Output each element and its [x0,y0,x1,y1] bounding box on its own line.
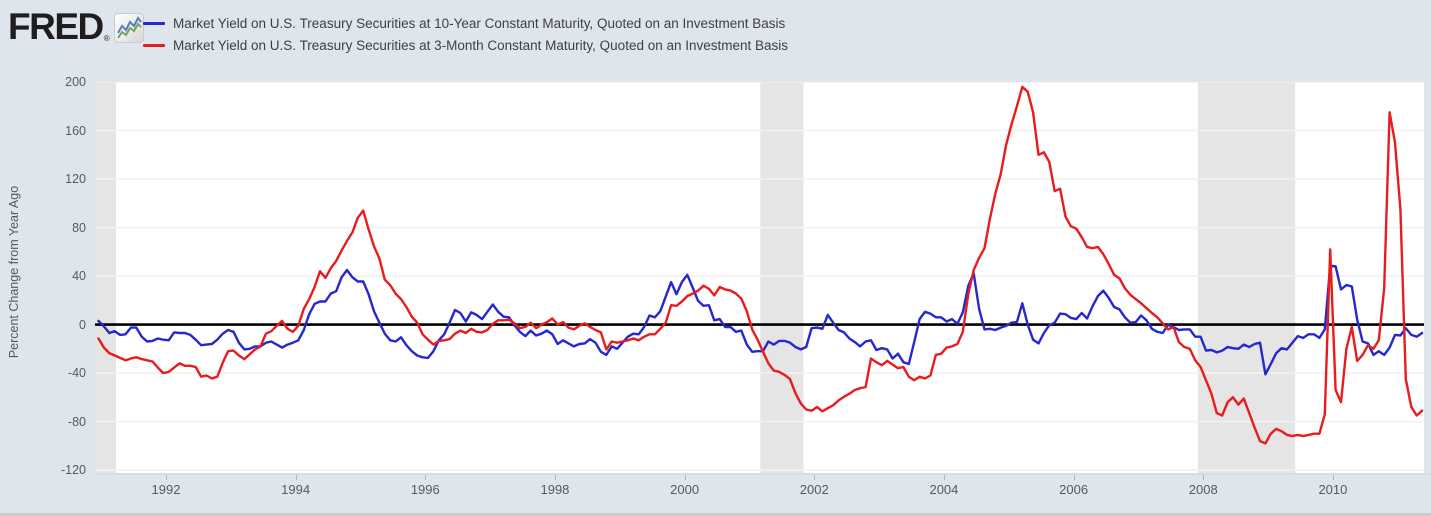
y-tick-label: -120 [60,463,86,478]
x-tick-mark [943,475,945,480]
x-tick-mark [295,475,297,480]
registered-trademark-symbol: ® [103,34,110,43]
legend-label-10-year: Market Yield on U.S. Treasury Securities… [173,15,786,31]
x-tick-label: 1996 [410,482,440,497]
legend-label-3-month: Market Yield on U.S. Treasury Securities… [173,37,789,53]
series-line-3-month [97,85,1424,445]
x-tick-label: 2002 [799,482,829,497]
y-tick-label: 0 [79,317,86,332]
x-tick-mark [684,475,686,480]
y-tick-label: 40 [72,269,86,284]
x-tick-label: 2000 [670,482,700,497]
recession-band [1197,82,1296,473]
x-tick-label: 1998 [540,482,570,497]
recession-band [760,82,804,473]
x-tick-label: 1992 [151,482,181,497]
x-tick-mark [1073,475,1075,480]
plot-area[interactable] [95,81,1424,473]
y-tick-label: -40 [67,366,86,381]
bottom-divider [0,513,1431,516]
legend-item-10-year: Market Yield on U.S. Treasury Securities… [143,12,788,34]
y-tick-label: 80 [72,220,86,235]
y-tick-label: -80 [67,414,86,429]
x-tick-label: 2008 [1188,482,1218,497]
x-tick-label: 2006 [1059,482,1089,497]
x-tick-mark [1332,475,1334,480]
y-axis-title: Percent Change from Year Ago [7,185,21,359]
y-tick-label: 120 [65,172,86,187]
x-tick-mark [554,475,556,480]
chart-header: FRED ® Market Yield on U.S. Treasury Sec… [0,0,1431,62]
fred-logo-text: FRED [8,6,104,47]
x-tick-mark [425,475,427,480]
x-tick-label: 2004 [929,482,959,497]
chart-legend: Market Yield on U.S. Treasury Securities… [143,12,788,56]
x-axis-line [95,473,1431,475]
sparkline-chart-icon [113,13,144,43]
y-tick-label: 200 [65,75,86,89]
x-tick-mark [165,475,167,480]
x-tick-label: 1994 [281,482,311,497]
x-tick-label: 2010 [1318,482,1348,497]
legend-swatch-red [143,43,165,47]
series-line-10-year [97,264,1424,376]
legend-item-3-month: Market Yield on U.S. Treasury Securities… [143,34,788,56]
fred-logo[interactable]: FRED ® [8,6,144,47]
x-tick-mark [814,475,816,480]
x-tick-mark [1203,475,1205,480]
legend-swatch-blue [143,21,165,25]
recession-band [95,82,117,473]
y-tick-label: 160 [65,123,86,138]
